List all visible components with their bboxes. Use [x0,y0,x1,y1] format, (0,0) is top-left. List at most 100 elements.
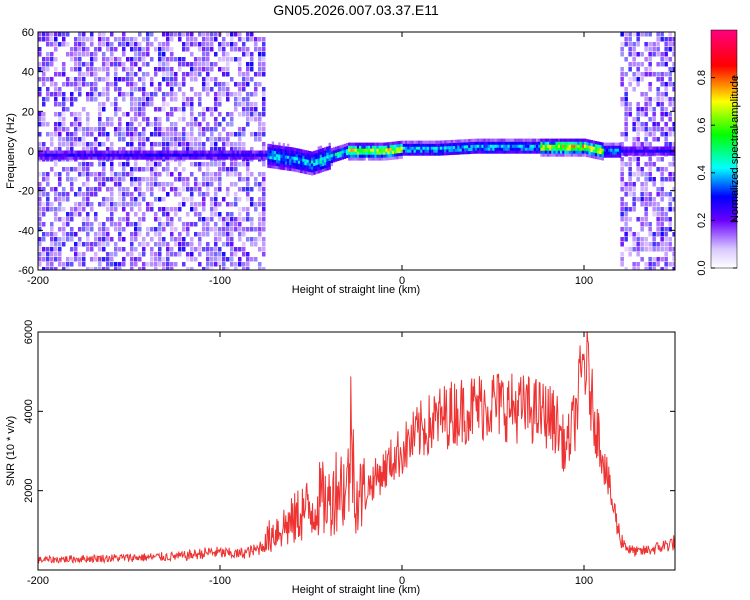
heatmap-cell [122,187,126,192]
heatmap-cell [668,37,672,42]
heatmap-cell [284,158,288,162]
heatmap-cell [210,202,214,207]
heatmap-cell [450,148,454,152]
heatmap-cell [242,82,246,87]
heatmap-cell [566,141,569,145]
heatmap-cell [106,257,110,262]
heatmap-cell [226,217,230,222]
heatmap-cell [98,237,102,242]
heatmap-cell [138,217,142,222]
heatmap-cell [498,138,502,142]
heatmap-cell [664,82,668,87]
heatmap-cell [411,140,414,144]
heatmap-cell [359,154,362,158]
heatmap-cell [640,257,644,262]
heatmap-cell [636,142,640,147]
heatmap-cell [636,112,640,117]
heatmap-cell [230,32,234,37]
heatmap-cell [402,143,406,147]
heatmap-cell [644,112,648,117]
heatmap-cell [197,156,200,160]
heatmap-cell [638,152,641,156]
heatmap-cell [64,150,67,154]
heatmap-cell [551,150,554,154]
heatmap-cell [269,153,272,157]
heatmap-cell [82,252,86,257]
heatmap-cell [326,167,329,171]
heatmap-cell [321,159,325,163]
heatmap-cell [151,153,154,157]
heatmap-cell [174,207,178,212]
heatmap-cell [103,150,106,154]
heatmap-cell [254,72,258,77]
heatmap-cell [592,146,596,150]
heatmap-cell [166,167,170,172]
heatmap-cell [624,112,628,117]
heatmap-cell [549,144,552,148]
heatmap-cell [198,237,202,242]
heatmap-cell [594,155,598,160]
heatmap-cell [166,132,170,137]
heatmap-cell [516,141,519,145]
heatmap-cell [258,52,262,57]
heatmap-cell [230,57,234,62]
heatmap-cell [648,72,652,77]
heatmap-cell [234,57,238,62]
heatmap-cell [150,227,154,232]
heatmap-cell [74,167,78,172]
heatmap-cell [610,151,613,155]
heatmap-cell [86,267,90,270]
heatmap-cell [623,152,626,156]
heatmap-cell [134,182,138,187]
heatmap-cell [210,247,214,252]
heatmap-cell [250,172,254,177]
heatmap-cell [42,222,46,227]
heatmap-cell [632,122,636,127]
heatmap-cell [70,92,74,97]
heatmap-cell [94,232,98,237]
heatmap-cell [238,57,242,62]
heatmap-cell [206,42,210,47]
heatmap-cell [138,107,142,112]
heatmap-cell [110,147,114,152]
heatmap-cell [503,138,506,142]
heatmap-cell [367,154,371,158]
heatmap-cell [66,257,70,262]
heatmap-cell [129,150,133,154]
heatmap-cell [426,149,430,153]
heatmap-cell [599,150,602,155]
heatmap-cell [628,177,632,182]
heatmap-cell [262,72,266,77]
heatmap-cell [48,156,52,160]
heatmap-cell [106,187,110,192]
heatmap-cell [38,67,42,72]
heatmap-cell [105,150,109,154]
heatmap-cell [86,142,90,147]
heatmap-cell [66,142,70,147]
heatmap-cell [130,262,134,267]
y-tick-label: 6000 [23,320,35,344]
heatmap-cell [341,156,344,160]
heatmap-cell [442,152,445,156]
heatmap-cell [106,252,110,257]
heatmap-cell [640,52,644,57]
heatmap-cell [142,62,146,67]
heatmap-cell [66,192,70,197]
heatmap-cell [289,158,292,163]
heatmap-cell [54,242,58,247]
heatmap-cell [485,144,489,148]
heatmap-cell [51,150,54,154]
heatmap-cell [170,252,174,257]
heatmap-cell [592,149,596,153]
heatmap-cell [616,148,620,152]
heatmap-cell [170,37,174,42]
heatmap-cell [411,152,414,156]
heatmap-cell [51,153,54,157]
heatmap-cell [245,156,248,160]
heatmap-cell [150,142,154,147]
heatmap-cell [620,82,624,87]
heatmap-cell [101,150,104,154]
heatmap-cell [178,87,182,92]
heatmap-cell [620,167,624,172]
heatmap-cell [138,257,142,262]
